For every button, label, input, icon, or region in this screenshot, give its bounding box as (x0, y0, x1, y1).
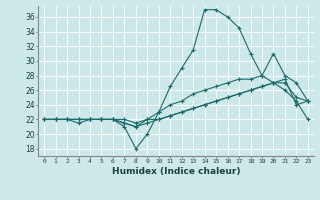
X-axis label: Humidex (Indice chaleur): Humidex (Indice chaleur) (112, 167, 240, 176)
